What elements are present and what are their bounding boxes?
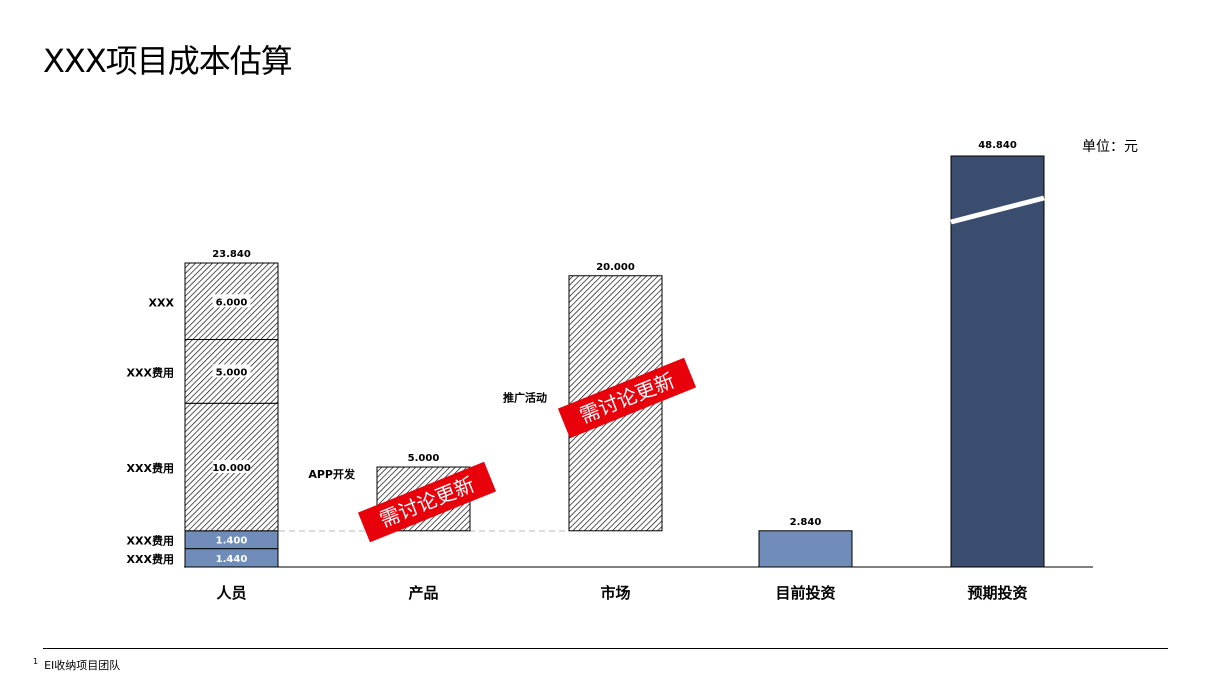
footnote-divider [43,648,1168,649]
bar-value-label: 2.840 [790,517,822,528]
category-label: 预期投资 [967,584,1027,602]
page-title: XXX项目成本估算 [43,42,293,80]
unit-label: 单位：元 [1082,139,1138,155]
segment-name-label: XXX费用 [127,552,174,566]
segment-name-label: XXX [149,296,175,309]
segment-label-bg [212,294,251,308]
bar [758,530,853,568]
footnote-marker: 1 [33,657,39,666]
category-label: 人员 [216,584,246,602]
footnote: 1 EI收纳项目团队 [33,657,120,673]
segment-value-label: 6.000 [216,297,248,308]
bar [950,155,1045,568]
segment-label-bg [212,364,251,378]
segment-name-label: XXX费用 [127,365,174,379]
footnote-text: EI收纳项目团队 [44,659,121,672]
bar-value-label: 5.000 [408,453,440,464]
bar-total-label: 23.840 [212,249,251,260]
category-label: 目前投资 [775,584,835,602]
segment-name-label: XXX费用 [127,534,174,548]
segment-value-label: 1.440 [216,554,248,565]
stamp-background [557,357,697,439]
axis-break-mark [950,195,1045,225]
bar-value-label: 20.000 [596,262,635,273]
segment-value-label: 1.400 [216,536,248,547]
bar-value-label: 48.840 [978,140,1017,151]
segment-value-label: 10.000 [212,463,251,474]
bar-side-label: 推广活动 [503,390,547,404]
segment-label-bg [212,460,251,474]
segment-name-label: XXX费用 [127,461,174,475]
category-label: 市场 [600,584,630,602]
stamp-background [357,461,497,543]
segment-value-label: 5.000 [216,367,248,378]
bar-side-label: APP开发 [308,467,356,481]
category-label: 产品 [408,584,438,602]
